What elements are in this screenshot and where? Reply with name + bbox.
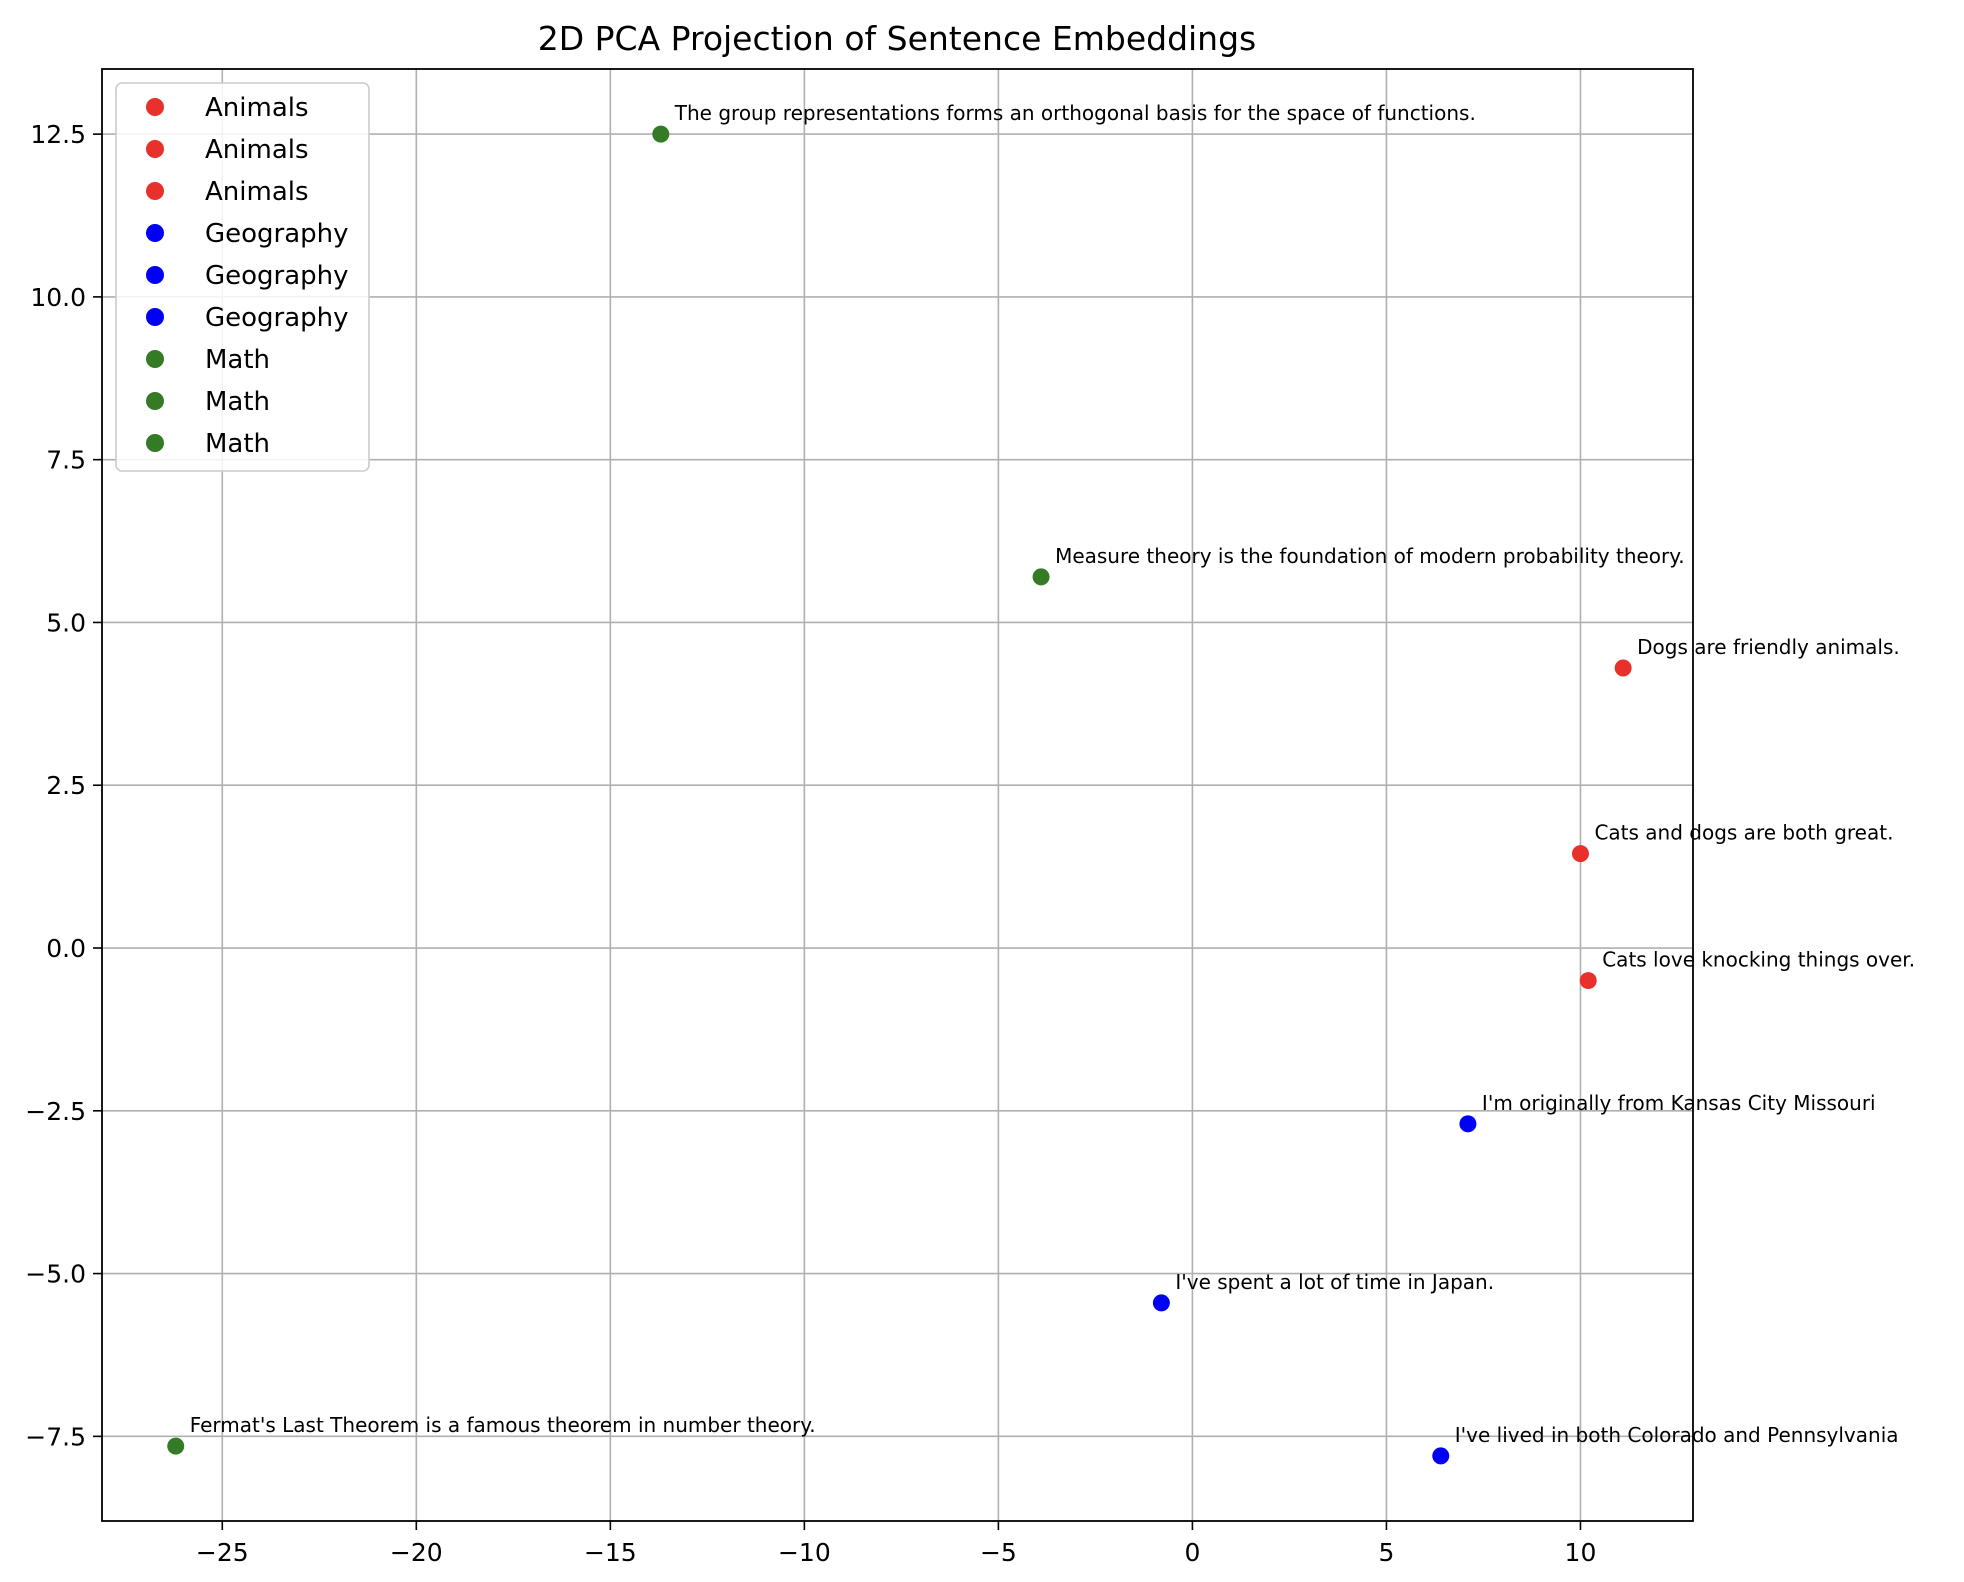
y-tick-label: −5.0 bbox=[25, 1260, 86, 1289]
legend: Animals Animals Animals Geography Geography G… bbox=[115, 82, 370, 472]
data-point bbox=[652, 125, 670, 143]
x-tick-label: −5 bbox=[980, 1538, 1017, 1567]
legend-marker bbox=[146, 392, 164, 410]
y-tick-label: 5.0 bbox=[46, 608, 86, 637]
legend-marker bbox=[146, 140, 164, 158]
legend-label: Geography bbox=[205, 261, 349, 291]
legend-marker bbox=[146, 308, 164, 326]
data-point bbox=[1579, 972, 1597, 990]
x-tick-label: 5 bbox=[1378, 1538, 1394, 1567]
legend-label: Geography bbox=[205, 303, 349, 333]
point-labels: Dogs are friendly animals. Cats and dogs … bbox=[190, 101, 1915, 1447]
legend-label: Math bbox=[205, 429, 270, 459]
legend-label: Animals bbox=[205, 93, 309, 123]
x-tick-label: 10 bbox=[1565, 1538, 1597, 1567]
data-point bbox=[1571, 845, 1589, 863]
y-tick-label: 10.0 bbox=[30, 283, 86, 312]
legend-box bbox=[115, 82, 370, 472]
point-label: Dogs are friendly animals. bbox=[1637, 635, 1900, 659]
data-point bbox=[1152, 1294, 1170, 1312]
y-tick-label: 7.5 bbox=[46, 446, 86, 475]
y-tick-label: −7.5 bbox=[25, 1422, 86, 1451]
point-label: I've spent a lot of time in Japan. bbox=[1175, 1270, 1494, 1294]
data-point bbox=[1432, 1447, 1450, 1465]
point-label: Cats love knocking things over. bbox=[1602, 948, 1915, 972]
legend-label: Math bbox=[205, 387, 270, 417]
data-points bbox=[167, 125, 1632, 1465]
point-label: The group representations forms an ortho… bbox=[674, 101, 1476, 125]
legend-label: Animals bbox=[205, 177, 309, 207]
axis-ticks: −25 −20 −15 −10 −5 0 5 10 −7.5 −5.0 −2.5 0.0 2.5 5.0 7… bbox=[25, 120, 1596, 1567]
y-tick-label: 12.5 bbox=[30, 120, 86, 149]
y-tick-label: −2.5 bbox=[25, 1097, 86, 1126]
y-tick-label: 2.5 bbox=[46, 771, 86, 800]
x-tick-label: −25 bbox=[196, 1538, 249, 1567]
data-point bbox=[1032, 568, 1050, 586]
data-point bbox=[1459, 1115, 1477, 1133]
point-label: I'm originally from Kansas City Missouri bbox=[1482, 1091, 1876, 1115]
data-point bbox=[1614, 659, 1632, 677]
data-point bbox=[167, 1437, 185, 1455]
x-tick-label: 0 bbox=[1184, 1538, 1200, 1567]
point-label: Cats and dogs are both great. bbox=[1594, 821, 1893, 845]
point-label: I've lived in both Colorado and Pennsylv… bbox=[1455, 1423, 1899, 1447]
legend-marker bbox=[146, 98, 164, 116]
axes-frame bbox=[101, 68, 1694, 1522]
point-label: Measure theory is the foundation of mode… bbox=[1055, 544, 1685, 568]
legend-label: Animals bbox=[205, 135, 309, 165]
legend-marker bbox=[146, 266, 164, 284]
legend-label: Math bbox=[205, 345, 270, 375]
legend-marker bbox=[146, 182, 164, 200]
grid-lines bbox=[102, 69, 1693, 1521]
x-tick-label: −20 bbox=[390, 1538, 443, 1567]
y-tick-label: 0.0 bbox=[46, 934, 86, 963]
point-label: Fermat's Last Theorem is a famous theore… bbox=[190, 1413, 816, 1437]
legend-marker bbox=[146, 224, 164, 242]
x-tick-label: −15 bbox=[584, 1538, 637, 1567]
chart-title: 2D PCA Projection of Sentence Embeddings bbox=[538, 19, 1257, 58]
x-tick-label: −10 bbox=[778, 1538, 831, 1567]
legend-marker bbox=[146, 350, 164, 368]
legend-label: Geography bbox=[205, 219, 349, 249]
legend-marker bbox=[146, 434, 164, 452]
